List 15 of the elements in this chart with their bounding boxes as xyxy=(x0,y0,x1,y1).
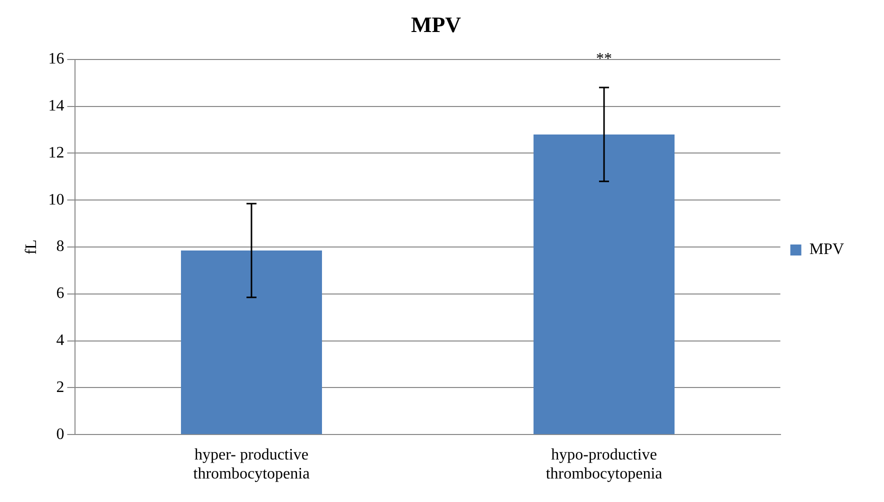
legend-label: MPV xyxy=(809,241,844,258)
y-tick-label: 12 xyxy=(48,144,64,162)
y-axis-title: fL xyxy=(22,239,40,255)
y-tick-label: 10 xyxy=(48,191,64,208)
x-tick-label: hyper- productive thrombocytopenia xyxy=(193,446,310,483)
y-tick-label: 14 xyxy=(48,98,64,115)
y-tick-label: 8 xyxy=(56,238,64,256)
y-tick-label: 6 xyxy=(56,285,64,302)
y-tick-label: 4 xyxy=(56,332,64,350)
chart-title: MPV xyxy=(410,12,462,37)
y-tick-label: 0 xyxy=(56,426,64,443)
annotation: ** xyxy=(596,50,612,68)
y-tick-label: 16 xyxy=(48,50,64,68)
y-tick-label: 2 xyxy=(56,378,64,396)
x-tick-label: hypo-productive thrombocytopenia xyxy=(546,446,662,483)
